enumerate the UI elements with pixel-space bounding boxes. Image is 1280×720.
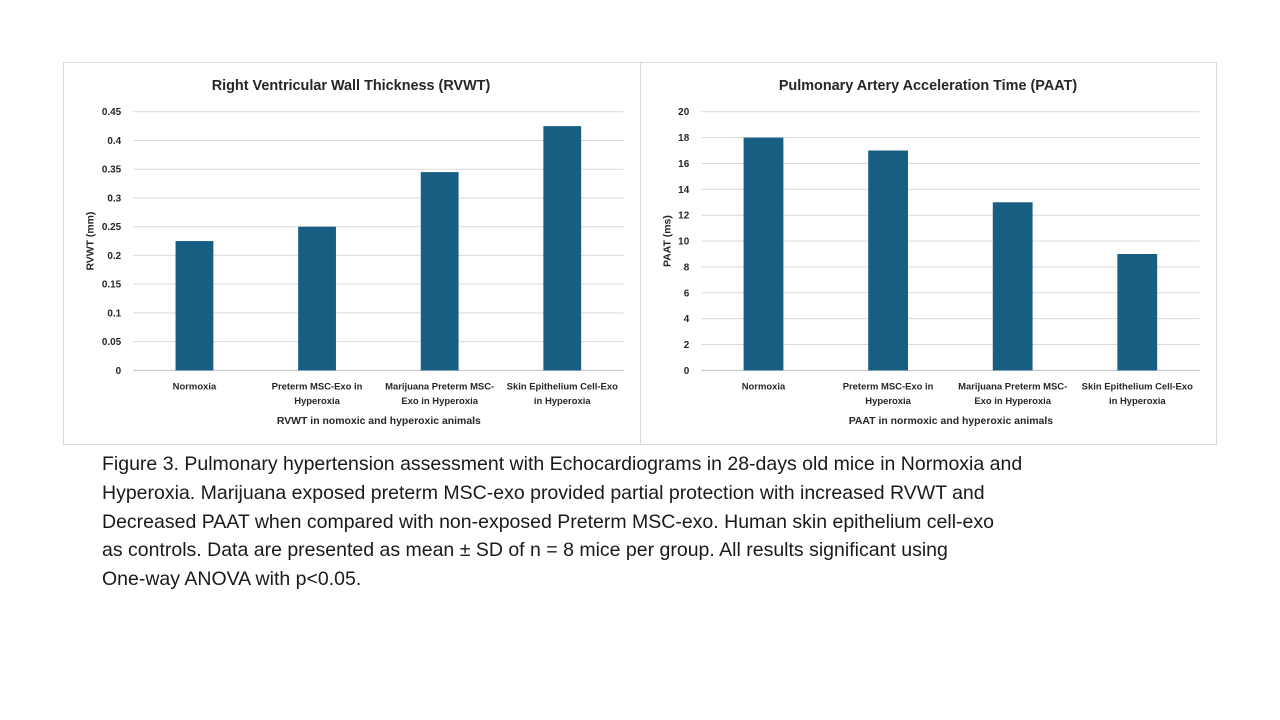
caption-line: One-way ANOVA with p<0.05.	[102, 568, 362, 591]
y-tick-label: 20	[678, 107, 690, 118]
bar	[420, 172, 459, 371]
y-tick-label: 0.25	[102, 222, 122, 233]
y-tick-label: 6	[684, 288, 690, 299]
x-category-label-line: Marijuana Preterm MSC-	[958, 381, 1067, 392]
chart-title: Right Ventricular Wall Thickness (RVWT)	[212, 78, 491, 94]
y-tick-label: 0.2	[107, 251, 121, 262]
x-category-label-line: Normoxia	[742, 381, 786, 392]
rvwt-chart: Right Ventricular Wall Thickness (RVWT) 0…	[85, 78, 624, 427]
x-category-label-line: Preterm MSC-Exo in	[272, 381, 363, 392]
y-tick-label: 16	[678, 159, 690, 170]
y-tick-label: 0.45	[102, 107, 122, 118]
y-tick-label: 4	[684, 314, 690, 325]
x-category-label: Skin Epithelium Cell-Exo in Hyperoxia	[1082, 381, 1193, 407]
x-category-label-line: Marijuana Preterm MSC-	[385, 381, 494, 392]
bar	[992, 202, 1033, 371]
x-category-label: Normoxia	[742, 381, 786, 392]
paat-chart-panel: Pulmonary Artery Acceleration Time (PAAT…	[640, 62, 1217, 445]
x-category-label-line: in Hyperoxia	[1109, 396, 1166, 407]
y-tick-label: 10	[678, 237, 690, 248]
y-axis-title: RVWT (mm)	[85, 212, 96, 271]
caption-line: as controls. Data are presented as mean …	[102, 539, 948, 562]
x-category-label-line: Skin Epithelium Cell-Exo	[507, 381, 618, 392]
x-category-label-line: Normoxia	[173, 381, 217, 392]
x-category-label-line: Skin Epithelium Cell-Exo	[1082, 381, 1193, 392]
x-category-label: Preterm MSC-Exo in Hyperoxia	[843, 381, 934, 407]
x-category-label: Normoxia	[173, 381, 217, 392]
x-category-label-line: Hyperoxia	[294, 396, 340, 407]
x-category-label: Preterm MSC-Exo in Hyperoxia	[272, 381, 363, 407]
x-category-label: Marijuana Preterm MSC- Exo in Hyperoxia	[958, 381, 1067, 407]
x-axis-title: PAAT in normoxic and hyperoxic animals	[849, 416, 1054, 427]
x-category-label-line: in Hyperoxia	[534, 396, 591, 407]
y-tick-label: 0.3	[107, 193, 121, 204]
caption-line: Figure 3. Pulmonary hypertension assessm…	[102, 453, 1023, 475]
y-tick-label: 18	[678, 133, 690, 144]
x-category-label-line: Hyperoxia	[865, 396, 911, 407]
y-tick-label: 0.4	[107, 136, 121, 147]
y-tick-label: 0.15	[102, 280, 122, 291]
x-axis-title: RVWT in nomoxic and hyperoxic animals	[277, 416, 481, 427]
y-tick-label: 2	[684, 340, 690, 351]
x-category-label: Skin Epithelium Cell-Exo in Hyperoxia	[507, 381, 618, 407]
caption-line: Hyperoxia. Marijuana exposed preterm MSC…	[102, 481, 985, 504]
y-tick-label: 12	[678, 211, 690, 222]
caption-line: Decreased PAAT when compared with non-ex…	[102, 510, 994, 533]
y-tick-label: 0	[116, 366, 122, 377]
y-tick-label: 14	[678, 185, 690, 196]
bar	[175, 241, 214, 371]
bar	[868, 150, 908, 371]
y-axis-title: PAAT (ms)	[662, 215, 673, 267]
x-category-label: Marijuana Preterm MSC- Exo in Hyperoxia	[385, 381, 494, 407]
bar	[1117, 253, 1158, 371]
figure-caption: Figure 3. Pulmonary hypertension assessm…	[102, 450, 1222, 594]
y-tick-label: 0	[684, 366, 690, 377]
x-category-label-line: Preterm MSC-Exo in	[843, 381, 934, 392]
bar	[543, 126, 582, 371]
bar	[298, 226, 336, 371]
bar	[743, 137, 784, 371]
y-tick-label: 0.35	[102, 165, 122, 176]
x-category-label-line: Exo in Hyperoxia	[974, 396, 1051, 407]
chart-title: Pulmonary Artery Acceleration Time (PAAT…	[779, 78, 1078, 94]
paat-chart: Pulmonary Artery Acceleration Time (PAAT…	[662, 78, 1200, 427]
rvwt-chart-panel: Right Ventricular Wall Thickness (RVWT) 0…	[63, 62, 641, 445]
y-tick-label: 0.05	[102, 337, 122, 348]
y-tick-label: 8	[684, 262, 690, 273]
x-category-label-line: Exo in Hyperoxia	[401, 396, 478, 407]
y-tick-label: 0.1	[107, 308, 121, 319]
